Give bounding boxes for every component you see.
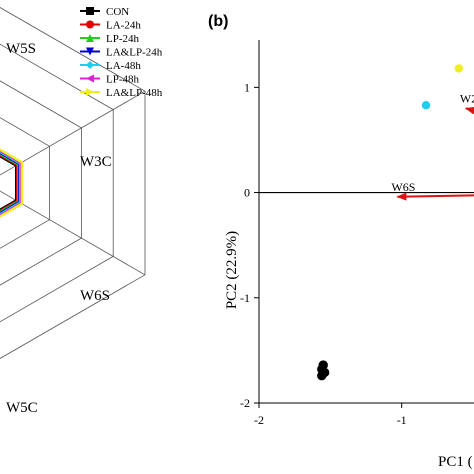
pca-axes [258,40,474,404]
legend-item: LP-24h [80,33,140,45]
loading-vector-w6s: W6S [391,180,474,201]
legend-marker-triangle-up-icon [86,34,94,42]
score-point [421,101,431,110]
legend-item: LA-48h [80,60,141,72]
y-tick-label: 1 [244,80,250,94]
radar-grid-ring [0,117,50,249]
legend-marker-square-icon [86,7,94,15]
y-tick-label: 0 [244,186,250,200]
legend-label: LP-48h [106,74,140,86]
y-tick-label: -2 [240,396,250,410]
legend-item: LP-48h [80,74,140,86]
x-tick-label: -2 [254,413,264,427]
score-point [454,64,463,73]
x-tick-label: -1 [397,413,407,427]
legend-item: LA-24h [80,20,141,32]
y-tick-label: -1 [240,291,250,305]
pca-panel: (b) -2 -1 0 1 -2 -1 W2W W6S PC2 (22.9%) PC1 ( [208,13,474,470]
legend-label: LA-48h [106,60,141,72]
legend-marker-circle-icon [86,20,94,29]
pca-y-axis-label: PC2 (22.9%) [224,231,240,309]
legend-item: LA&LP-48h [80,87,163,99]
loading-arrow [396,192,474,201]
legend-marker-diamond-icon [86,61,94,69]
pca-ticks: -2 -1 0 1 -2 -1 [240,80,407,427]
legend-label: LA-24h [106,20,141,32]
legend-marker-triangle-right-icon [86,88,94,96]
panel-label-b: (b) [208,13,228,30]
legend-item: LA&LP-24h [80,47,163,59]
legend-label: LA&LP-48h [106,87,163,99]
radar-axis-label-w5c: W5C [6,400,38,416]
radar-axis-label-w6s: W6S [80,288,110,304]
legend-item: CON [80,6,129,18]
legend-label: CON [106,6,129,18]
radar-spoke [0,90,146,176]
pca-x-axis-label: PC1 ( [438,454,473,470]
radar-spoke [0,190,146,276]
radar-axis-label-w3c: W3C [80,154,112,170]
legend-label: LA&LP-24h [106,47,163,59]
radar-series [0,148,24,218]
score-point [317,370,327,381]
radar-grid-ring [0,80,82,286]
loading-label: W6S [391,180,415,194]
pca-vectors: W2W W6S [391,91,474,201]
radar-grid [0,7,146,359]
loading-arrow [464,106,474,115]
loading-vector-w2w: W2W [460,91,474,115]
radar-series-la-lp-48h [0,148,24,218]
legend-marker-triangle-down-icon [86,47,94,56]
loading-label: W2W [460,91,474,105]
legend-marker-triangle-left-icon [86,74,94,83]
pca-points [317,64,463,381]
legend-label: LP-24h [106,33,140,45]
radar-axis-label-w5s: W5S [6,41,36,57]
